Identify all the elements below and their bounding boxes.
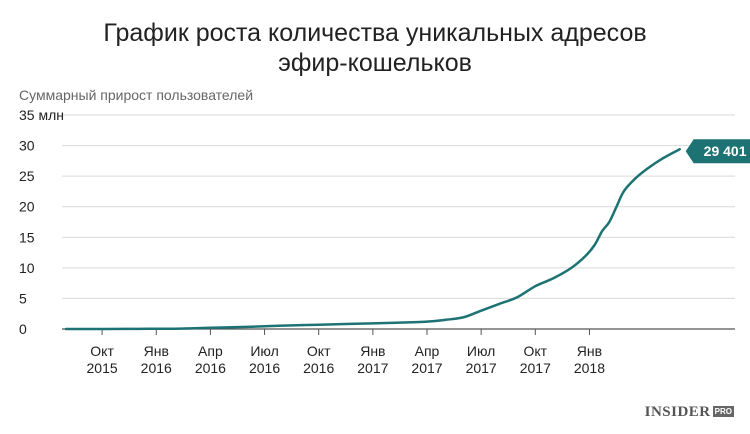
- x-tick-label-year: 2016: [303, 360, 334, 376]
- grid-lines: [62, 114, 735, 330]
- insider-pro-logo: INSIDER PRO: [645, 404, 734, 426]
- y-tick-label: 5: [19, 290, 27, 306]
- y-tick-label: 25: [19, 168, 35, 184]
- logo-text: INSIDER: [644, 404, 711, 420]
- annotation-label: 29 401 968: [704, 143, 750, 159]
- x-tick-label-year: 2016: [141, 360, 172, 376]
- x-tick-label-month: Апр: [198, 343, 223, 359]
- x-tick-label-year: 2016: [195, 360, 226, 376]
- chart-title: График роста количества уникальных адрес…: [0, 18, 750, 78]
- x-tick-label-month: Окт: [524, 343, 548, 359]
- y-tick-label: 10: [19, 260, 35, 276]
- x-tick-label-year: 2017: [357, 360, 388, 376]
- logo-badge: PRO: [712, 406, 734, 417]
- y-tick-label: 30: [19, 138, 35, 154]
- chart-title-line2: эфир-кошельков: [278, 49, 472, 77]
- chart-subtitle: Суммарный прирост пользователей: [19, 87, 254, 103]
- x-tick-label-year: 2017: [466, 360, 497, 376]
- chart-title-line1: График роста количества уникальных адрес…: [103, 19, 647, 47]
- x-tick-label-year: 2015: [87, 360, 118, 376]
- annotation-callout: [685, 139, 750, 164]
- x-tick-label-month: Июл: [467, 343, 495, 359]
- x-tick-label-year: 2017: [411, 360, 442, 376]
- y-tick-label: 20: [19, 199, 35, 215]
- annotation-layer: 29 401 968: [685, 139, 750, 164]
- x-tick-label-year: 2017: [520, 360, 551, 376]
- x-tick-label-month: Янв: [577, 343, 602, 359]
- series-layer: [64, 147, 681, 331]
- series-line: [64, 147, 681, 331]
- x-tick-label-month: Янв: [144, 343, 169, 359]
- x-tick-label-month: Окт: [90, 343, 114, 359]
- x-tick-label-month: Янв: [360, 343, 385, 359]
- x-tick-label-year: 2016: [249, 360, 280, 376]
- x-tick-label-month: Апр: [415, 343, 440, 359]
- x-tick-label-month: Июл: [250, 343, 278, 359]
- y-tick-label: 15: [19, 229, 35, 245]
- x-axis: Окт2015Янв2016Апр2016Июл2016Окт2016Янв20…: [87, 329, 605, 376]
- y-tick-label: 35 млн: [19, 107, 64, 123]
- y-tick-label: 0: [19, 321, 27, 337]
- x-tick-label-month: Окт: [307, 343, 331, 359]
- x-tick-label-year: 2018: [574, 360, 605, 376]
- y-axis: 0 5 10 15 20 25 30 35 млн: [19, 107, 64, 337]
